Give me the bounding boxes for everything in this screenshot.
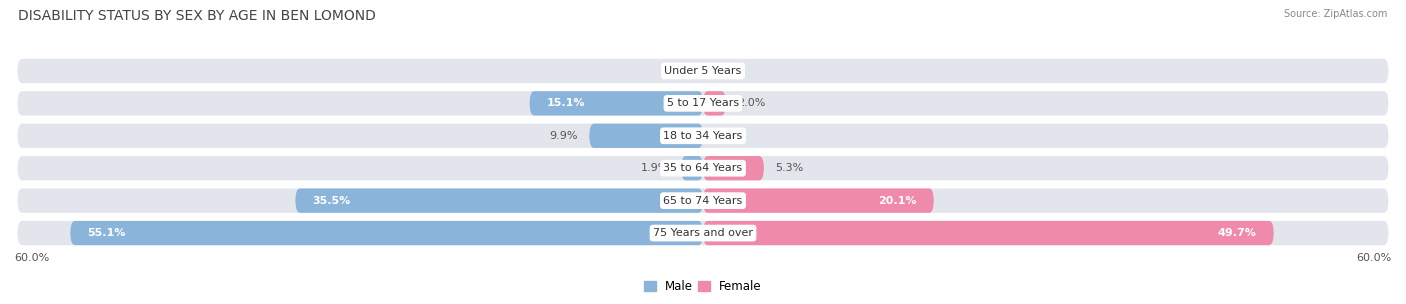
FancyBboxPatch shape	[70, 221, 703, 245]
FancyBboxPatch shape	[17, 124, 1389, 148]
FancyBboxPatch shape	[295, 188, 703, 213]
Text: 0.0%: 0.0%	[664, 66, 692, 76]
Text: 2.0%: 2.0%	[738, 98, 766, 108]
Legend: Male, Female: Male, Female	[640, 275, 766, 298]
Text: 49.7%: 49.7%	[1218, 228, 1257, 238]
Text: Source: ZipAtlas.com: Source: ZipAtlas.com	[1284, 9, 1388, 19]
Text: 1.9%: 1.9%	[641, 163, 669, 173]
Text: 35.5%: 35.5%	[312, 196, 352, 206]
Text: DISABILITY STATUS BY SEX BY AGE IN BEN LOMOND: DISABILITY STATUS BY SEX BY AGE IN BEN L…	[18, 9, 377, 23]
FancyBboxPatch shape	[703, 156, 763, 180]
Text: 18 to 34 Years: 18 to 34 Years	[664, 131, 742, 141]
Text: 5.3%: 5.3%	[775, 163, 804, 173]
FancyBboxPatch shape	[589, 124, 703, 148]
Text: 5 to 17 Years: 5 to 17 Years	[666, 98, 740, 108]
Text: 55.1%: 55.1%	[87, 228, 127, 238]
Text: 0.0%: 0.0%	[714, 131, 742, 141]
Text: 60.0%: 60.0%	[1357, 253, 1392, 263]
FancyBboxPatch shape	[681, 156, 703, 180]
Text: 20.1%: 20.1%	[879, 196, 917, 206]
FancyBboxPatch shape	[17, 188, 1389, 213]
Text: 65 to 74 Years: 65 to 74 Years	[664, 196, 742, 206]
Text: 9.9%: 9.9%	[550, 131, 578, 141]
FancyBboxPatch shape	[17, 156, 1389, 180]
Text: Under 5 Years: Under 5 Years	[665, 66, 741, 76]
FancyBboxPatch shape	[530, 91, 703, 116]
FancyBboxPatch shape	[703, 91, 725, 116]
FancyBboxPatch shape	[703, 188, 934, 213]
FancyBboxPatch shape	[703, 221, 1274, 245]
FancyBboxPatch shape	[17, 59, 1389, 83]
FancyBboxPatch shape	[17, 221, 1389, 245]
Text: 60.0%: 60.0%	[14, 253, 49, 263]
Text: 75 Years and over: 75 Years and over	[652, 228, 754, 238]
Text: 15.1%: 15.1%	[547, 98, 585, 108]
Text: 0.0%: 0.0%	[714, 66, 742, 76]
FancyBboxPatch shape	[17, 91, 1389, 116]
Text: 35 to 64 Years: 35 to 64 Years	[664, 163, 742, 173]
